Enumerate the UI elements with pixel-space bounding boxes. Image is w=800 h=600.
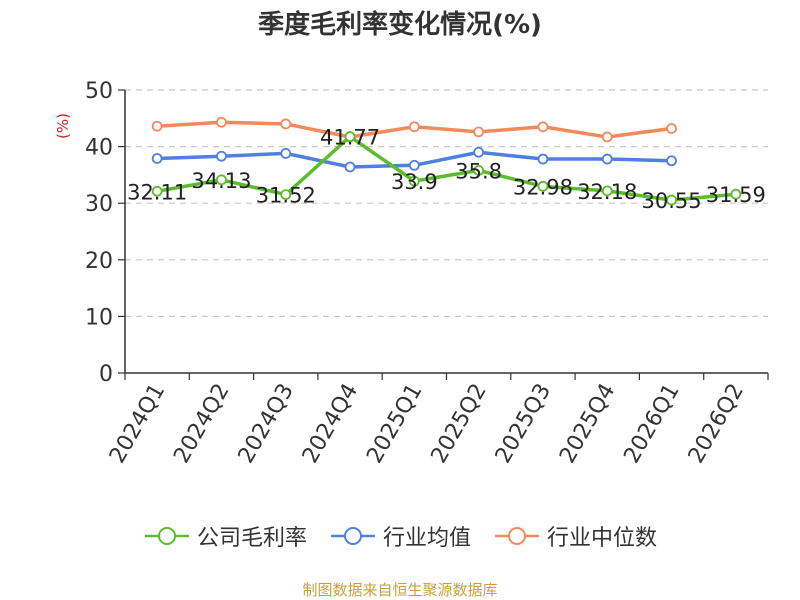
data-point [151, 185, 163, 197]
data-point [408, 175, 420, 187]
y-tick-label: 10 [85, 305, 113, 330]
chart-title: 季度毛利率变化情况(%) [258, 10, 542, 40]
data-point [601, 131, 613, 143]
data-label: 30.55 [641, 189, 701, 213]
legend-item-industry-average[interactable]: 行业均值 [329, 520, 471, 552]
data-label: 31.52 [256, 184, 316, 208]
data-label: 31.59 [706, 183, 766, 207]
data-point [473, 146, 485, 158]
data-point [344, 161, 356, 173]
legend: 公司毛利率 行业均值 行业中位数 [0, 520, 800, 552]
y-tick-label: 0 [99, 362, 113, 387]
x-tick-label: 2025Q3 [491, 380, 556, 468]
y-tick-label: 30 [85, 192, 113, 217]
data-label: 41.77 [320, 126, 380, 150]
x-tick-label: 2025Q4 [555, 380, 620, 468]
y-axis-label: (%) [54, 113, 72, 139]
data-point [151, 153, 163, 164]
data-point [216, 150, 227, 162]
data-point [666, 123, 677, 134]
y-tick-label: 20 [85, 249, 113, 274]
data-point [537, 153, 549, 165]
x-tick-label: 2026Q2 [684, 380, 749, 468]
y-tick-label: 50 [85, 79, 113, 104]
data-label: 32.98 [513, 175, 573, 199]
legend-item-company-gross-margin[interactable]: 公司毛利率 [143, 520, 307, 552]
series-line [156, 134, 737, 202]
data-label: 32.11 [127, 180, 187, 204]
legend-marker-industry-average [330, 527, 375, 545]
data-point [730, 188, 742, 200]
data-point [408, 159, 420, 171]
x-tick-label: 2025Q2 [427, 380, 492, 468]
legend-label-industry-median: 行业中位数 [547, 526, 658, 551]
legend-item-industry-median[interactable]: 行业中位数 [493, 520, 657, 552]
legend-label-industry-average: 行业均值 [382, 526, 471, 551]
data-point [344, 131, 356, 142]
x-tick-label: 2024Q3 [234, 380, 299, 468]
data-point [408, 121, 420, 133]
data-point [216, 174, 227, 186]
legend-label-company: 公司毛利率 [196, 526, 307, 551]
x-tick-label: 2025Q1 [362, 380, 427, 468]
x-tick-label: 2026Q1 [619, 380, 684, 468]
data-point [666, 194, 677, 206]
data-point [216, 116, 227, 128]
data-point [601, 185, 613, 197]
x-tick-label: 2024Q1 [105, 380, 170, 468]
data-point [473, 126, 485, 138]
y-tick-label: 40 [85, 136, 113, 161]
data-point [280, 118, 292, 130]
legend-marker-industry-median [495, 527, 539, 545]
data-label: 33.9 [391, 170, 438, 194]
legend-marker-company [144, 527, 189, 545]
data-label: 35.8 [455, 159, 502, 183]
data-label: 34.13 [191, 169, 251, 193]
data-point [473, 164, 485, 176]
data-point [601, 153, 613, 165]
data-point [537, 121, 549, 133]
data-point [280, 147, 292, 159]
data-point [666, 155, 677, 167]
data-label: 32.18 [577, 180, 637, 204]
data-point [280, 189, 292, 200]
data-point [537, 180, 549, 192]
x-tick-label: 2024Q2 [169, 380, 234, 468]
data-point [151, 120, 163, 132]
source-note: 制图数据来自恒生聚源数据库 [302, 581, 498, 599]
x-tick-label: 2024Q4 [298, 380, 363, 468]
